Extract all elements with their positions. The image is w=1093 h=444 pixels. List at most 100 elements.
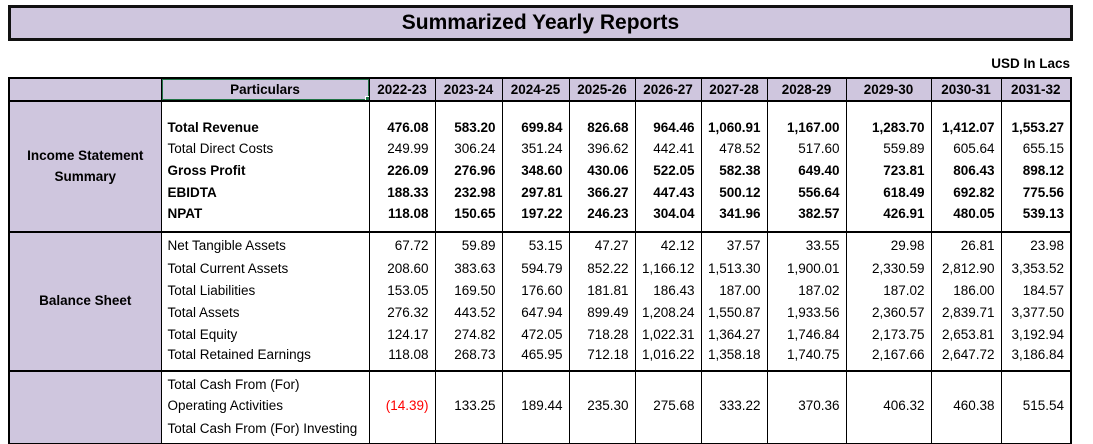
data-cell[interactable]: 480.05 (930, 203, 1002, 232)
row-label[interactable]: Gross Profit (160, 159, 370, 181)
data-cell[interactable]: 647.94 (501, 301, 570, 323)
data-cell[interactable]: 366.27 (568, 181, 636, 203)
data-cell[interactable]: 188.33 (368, 181, 436, 203)
data-cell[interactable]: 1,283.70 (845, 100, 932, 137)
data-cell[interactable]: 465.95 (501, 345, 570, 371)
data-cell[interactable]: 522.05 (634, 159, 702, 181)
data-cell[interactable]: 430.06 (568, 159, 636, 181)
data-cell[interactable]: 3,353.52 (1000, 257, 1072, 279)
data-cell[interactable]: 169.50 (434, 279, 503, 301)
data-cell[interactable]: 1,022.31 (634, 323, 702, 345)
data-cell[interactable]: 852.22 (568, 257, 636, 279)
data-cell[interactable]: 582.38 (700, 159, 768, 181)
data-cell[interactable]: 1,553.27 (1000, 100, 1072, 137)
data-cell[interactable]: 2,839.71 (930, 301, 1002, 323)
data-cell[interactable]: 53.15 (501, 231, 570, 257)
year-header[interactable]: 2026-27 (634, 77, 702, 102)
data-cell[interactable]: 176.60 (501, 279, 570, 301)
data-cell[interactable]: 42.12 (634, 231, 702, 257)
row-label[interactable]: Total Current Assets (160, 257, 370, 279)
data-cell[interactable] (434, 416, 503, 444)
data-cell[interactable]: 124.17 (368, 323, 436, 345)
data-cell[interactable] (368, 416, 436, 444)
data-cell[interactable]: 351.24 (501, 137, 570, 159)
data-cell[interactable]: 181.81 (568, 279, 636, 301)
data-cell[interactable]: 2,173.75 (845, 323, 932, 345)
data-cell[interactable]: 1,550.87 (700, 301, 768, 323)
data-cell[interactable]: 517.60 (766, 137, 847, 159)
data-cell[interactable]: 472.05 (501, 323, 570, 345)
data-cell[interactable]: 187.02 (766, 279, 847, 301)
data-cell[interactable]: 348.60 (501, 159, 570, 181)
data-cell[interactable]: 23.98 (1000, 231, 1072, 257)
data-cell[interactable]: 718.28 (568, 323, 636, 345)
data-cell[interactable]: 406.32 (845, 370, 932, 416)
row-label[interactable]: Total Retained Earnings (160, 345, 370, 371)
data-cell[interactable]: 2,360.57 (845, 301, 932, 323)
data-cell[interactable]: 723.81 (845, 159, 932, 181)
data-cell[interactable]: 341.96 (700, 203, 768, 232)
data-cell[interactable]: 3,186.84 (1000, 345, 1072, 371)
data-cell[interactable]: 1,900.01 (766, 257, 847, 279)
year-header[interactable]: 2024-25 (501, 77, 570, 102)
data-cell[interactable]: 2,647.72 (930, 345, 1002, 371)
data-cell[interactable]: 133.25 (434, 370, 503, 416)
data-cell[interactable]: 274.82 (434, 323, 503, 345)
row-label[interactable]: Total Direct Costs (160, 137, 370, 159)
data-cell[interactable]: 249.99 (368, 137, 436, 159)
year-header[interactable]: 2023-24 (434, 77, 503, 102)
data-cell[interactable]: 442.41 (634, 137, 702, 159)
data-cell[interactable]: 333.22 (700, 370, 768, 416)
data-cell[interactable] (568, 416, 636, 444)
data-cell[interactable]: 649.40 (766, 159, 847, 181)
row-label[interactable]: Net Tangible Assets (160, 231, 370, 257)
data-cell[interactable] (700, 416, 768, 444)
data-cell[interactable]: 426.91 (845, 203, 932, 232)
data-cell[interactable]: 460.38 (930, 370, 1002, 416)
year-header[interactable]: 2022-23 (368, 77, 436, 102)
data-cell[interactable]: 583.20 (434, 100, 503, 137)
data-cell-negative[interactable]: (14.39) (368, 370, 436, 416)
data-cell[interactable]: 276.96 (434, 159, 503, 181)
data-cell[interactable]: 2,812.90 (930, 257, 1002, 279)
data-cell[interactable]: 559.89 (845, 137, 932, 159)
data-cell[interactable]: 383.63 (434, 257, 503, 279)
row-label[interactable]: Total Cash From (For) Investing (160, 416, 370, 444)
data-cell[interactable] (845, 416, 932, 444)
data-cell[interactable]: 1,060.91 (700, 100, 768, 137)
data-cell[interactable]: 1,166.12 (634, 257, 702, 279)
year-header[interactable]: 2025-26 (568, 77, 636, 102)
data-cell[interactable]: 447.43 (634, 181, 702, 203)
data-cell[interactable]: 515.54 (1000, 370, 1072, 416)
data-cell[interactable]: 246.23 (568, 203, 636, 232)
data-cell[interactable]: 655.15 (1000, 137, 1072, 159)
data-cell[interactable] (766, 416, 847, 444)
data-cell[interactable]: 618.49 (845, 181, 932, 203)
data-cell[interactable]: 443.52 (434, 301, 503, 323)
data-cell[interactable]: 382.57 (766, 203, 847, 232)
data-cell[interactable]: 306.24 (434, 137, 503, 159)
data-cell[interactable]: 29.98 (845, 231, 932, 257)
data-cell[interactable]: 712.18 (568, 345, 636, 371)
data-cell[interactable]: 26.81 (930, 231, 1002, 257)
data-cell[interactable]: 692.82 (930, 181, 1002, 203)
data-cell[interactable] (634, 416, 702, 444)
data-cell[interactable]: 539.13 (1000, 203, 1072, 232)
year-header[interactable]: 2030-31 (930, 77, 1002, 102)
data-cell[interactable]: 396.62 (568, 137, 636, 159)
data-cell[interactable]: 3,192.94 (1000, 323, 1072, 345)
row-label[interactable]: Total Revenue (160, 100, 370, 137)
data-cell[interactable]: 67.72 (368, 231, 436, 257)
data-cell[interactable]: 275.68 (634, 370, 702, 416)
data-cell[interactable]: 556.64 (766, 181, 847, 203)
particulars-header-cell-selected[interactable]: Particulars (160, 77, 370, 102)
data-cell[interactable]: 1,746.84 (766, 323, 847, 345)
data-cell[interactable]: 826.68 (568, 100, 636, 137)
section-label-income-statement[interactable]: Income Statement Summary (8, 100, 162, 232)
data-cell[interactable]: 370.36 (766, 370, 847, 416)
year-header[interactable]: 2028-29 (766, 77, 847, 102)
data-cell[interactable]: 208.60 (368, 257, 436, 279)
row-label[interactable]: EBIDTA (160, 181, 370, 203)
data-cell[interactable]: 187.00 (700, 279, 768, 301)
data-cell[interactable]: 605.64 (930, 137, 1002, 159)
